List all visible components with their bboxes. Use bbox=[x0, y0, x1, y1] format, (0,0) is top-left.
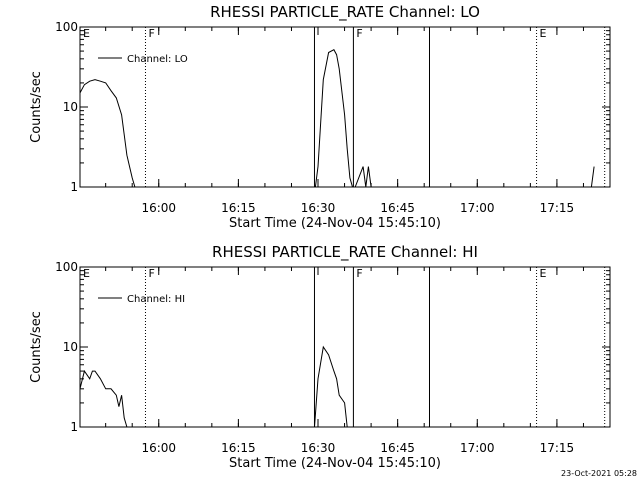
chart-panel-lo: RHESSI PARTICLE_RATE Channel: LO Start T… bbox=[29, 3, 611, 231]
footer-timestamp: 23-Oct-2021 05:28 bbox=[561, 469, 637, 478]
x-axis-label: Start Time (24-Nov-04 15:45:10) bbox=[229, 456, 441, 471]
event-label: E bbox=[540, 267, 547, 280]
legend-label: Channel: HI bbox=[127, 294, 185, 305]
x-tick-label: 16:00 bbox=[141, 441, 176, 455]
event-label: E bbox=[83, 27, 90, 40]
x-tick-label: 16:30 bbox=[301, 441, 336, 455]
event-label: E bbox=[540, 27, 547, 40]
chart-title: RHESSI PARTICLE_RATE Channel: LO bbox=[210, 3, 480, 22]
x-tick-label: 16:45 bbox=[380, 441, 415, 455]
y-tick-label: 100 bbox=[55, 20, 78, 34]
legend-label: Channel: LO bbox=[127, 54, 188, 65]
event-label: F bbox=[356, 27, 362, 40]
y-tick-label: 10 bbox=[63, 340, 78, 354]
event-label: F bbox=[356, 267, 362, 280]
y-tick-label: 100 bbox=[55, 260, 78, 274]
chart-panel-hi: RHESSI PARTICLE_RATE Channel: HI Start T… bbox=[29, 243, 611, 471]
chart-title: RHESSI PARTICLE_RATE Channel: HI bbox=[212, 243, 478, 262]
x-tick-label: 17:00 bbox=[460, 201, 495, 215]
x-tick-label: 16:15 bbox=[221, 201, 256, 215]
y-tick-label: 10 bbox=[63, 100, 78, 114]
y-tick-label: 1 bbox=[70, 180, 78, 194]
series-line bbox=[79, 49, 595, 188]
y-tick-label: 1 bbox=[70, 420, 78, 434]
x-tick-label: 17:00 bbox=[460, 441, 495, 455]
x-tick-label: 16:30 bbox=[301, 201, 336, 215]
x-tick-label: 17:15 bbox=[540, 441, 575, 455]
x-axis-label: Start Time (24-Nov-04 15:45:10) bbox=[229, 216, 441, 231]
x-tick-label: 16:15 bbox=[221, 441, 256, 455]
plot-frame bbox=[79, 26, 611, 188]
event-label: F bbox=[148, 27, 154, 40]
x-tick-label: 17:15 bbox=[540, 201, 575, 215]
x-tick-label: 16:00 bbox=[141, 201, 176, 215]
y-axis-label: Counts/sec bbox=[29, 71, 44, 143]
y-axis-label: Counts/sec bbox=[29, 311, 44, 383]
series-line bbox=[79, 345, 354, 428]
event-label: F bbox=[148, 267, 154, 280]
event-label: E bbox=[83, 267, 90, 280]
x-tick-label: 16:45 bbox=[380, 201, 415, 215]
